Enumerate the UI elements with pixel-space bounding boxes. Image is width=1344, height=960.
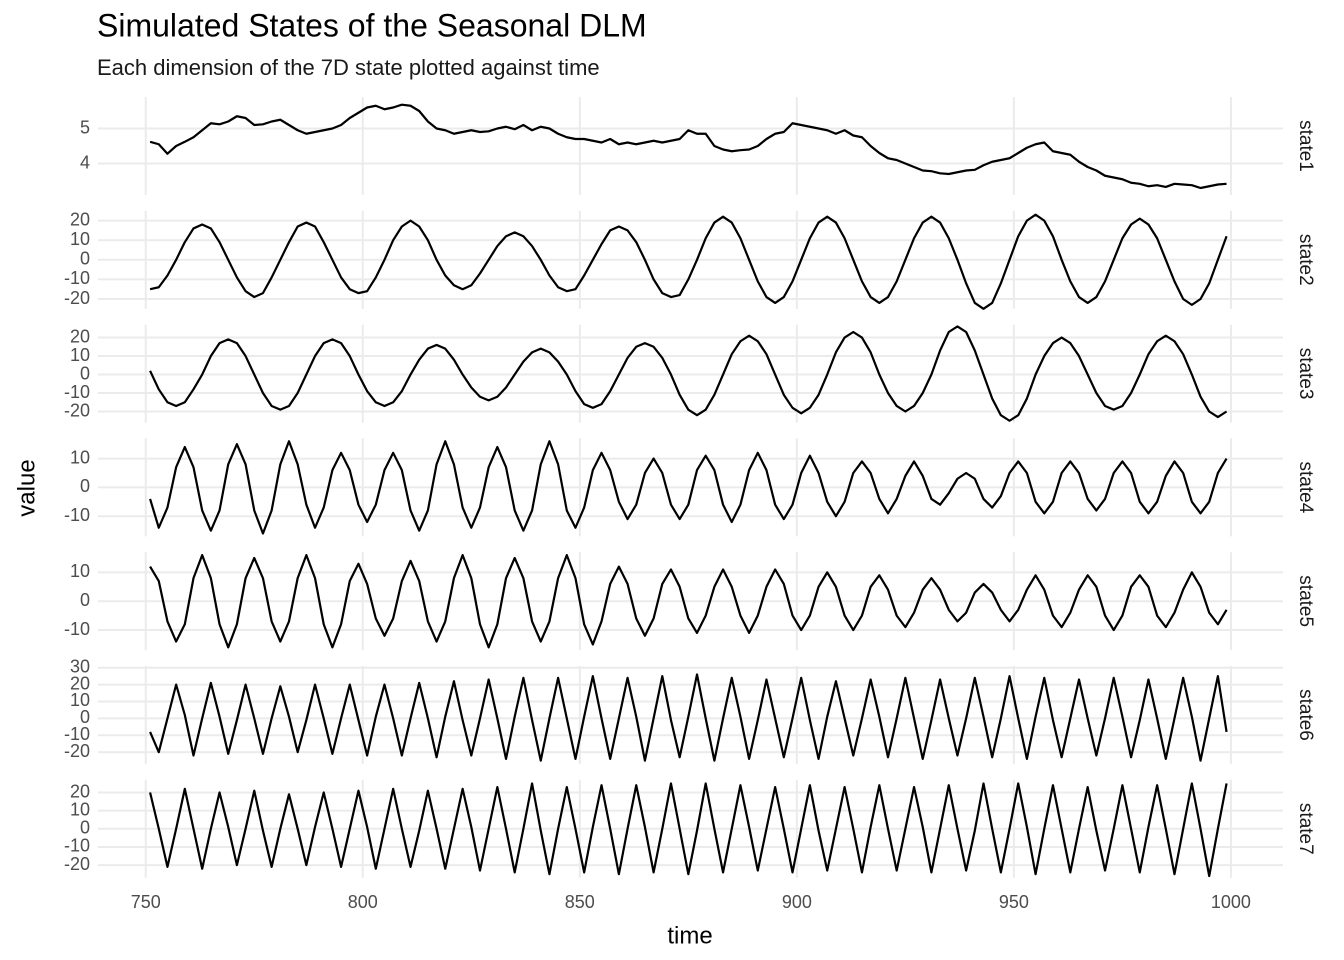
x-tick-label: 850	[565, 892, 595, 912]
y-tick-label: 0	[80, 590, 90, 610]
y-tick-label: 0	[80, 249, 90, 269]
y-tick-label: 0	[80, 476, 90, 496]
series-line	[149, 553, 1228, 649]
series-line	[149, 213, 1228, 310]
x-tick-label: 800	[348, 892, 378, 912]
y-tick-label: -20	[64, 854, 90, 874]
facet-strip-label: state5	[1295, 575, 1316, 627]
y-tick-label: 20	[70, 209, 90, 229]
facet-strip-label: state1	[1295, 120, 1316, 172]
series-line	[149, 325, 1228, 422]
facet-strip-label: state4	[1295, 462, 1316, 514]
y-tick-label: -10	[64, 382, 90, 402]
y-tick-label: -20	[64, 400, 90, 420]
x-tick-label: 950	[999, 892, 1029, 912]
y-tick-label: 30	[70, 656, 90, 676]
y-tick-label: 0	[80, 707, 90, 727]
y-tick-label: -10	[64, 836, 90, 856]
chart-subtitle: Each dimension of the 7D state plotted a…	[97, 55, 600, 80]
series-line	[149, 782, 1228, 878]
y-tick-label: -10	[64, 724, 90, 744]
y-tick-label: 20	[70, 781, 90, 801]
facet-strip-label: state3	[1295, 348, 1316, 400]
y-tick-label: 5	[80, 117, 90, 137]
y-tick-label: -10	[64, 619, 90, 639]
facet-strip-label: state7	[1295, 803, 1316, 855]
y-tick-label: 10	[70, 447, 90, 467]
x-axis-title: time	[667, 922, 712, 949]
series-line	[149, 103, 1227, 190]
x-tick-label: 750	[131, 892, 161, 912]
y-tick-label: 10	[70, 345, 90, 365]
x-tick-label: 900	[782, 892, 812, 912]
y-tick-label: 0	[80, 363, 90, 383]
y-tick-label: -10	[64, 268, 90, 288]
y-tick-label: -20	[64, 288, 90, 308]
y-tick-label: 10	[70, 561, 90, 581]
y-tick-label: 10	[70, 229, 90, 249]
series-line	[149, 440, 1228, 535]
y-axis-title: value	[13, 459, 40, 516]
y-tick-label: -20	[64, 741, 90, 761]
y-tick-label: 4	[80, 152, 90, 172]
chart-title: Simulated States of the Seasonal DLM	[97, 7, 647, 43]
x-tick-label: 1000	[1211, 892, 1251, 912]
y-tick-label: 10	[70, 690, 90, 710]
y-tick-label: 0	[80, 818, 90, 838]
y-tick-label: 20	[70, 673, 90, 693]
y-tick-label: -10	[64, 505, 90, 525]
facet-strip-label: state6	[1295, 689, 1316, 741]
y-tick-label: 10	[70, 799, 90, 819]
y-tick-label: 20	[70, 326, 90, 346]
facet-strip-label: state2	[1295, 234, 1316, 286]
series-line	[149, 673, 1228, 762]
